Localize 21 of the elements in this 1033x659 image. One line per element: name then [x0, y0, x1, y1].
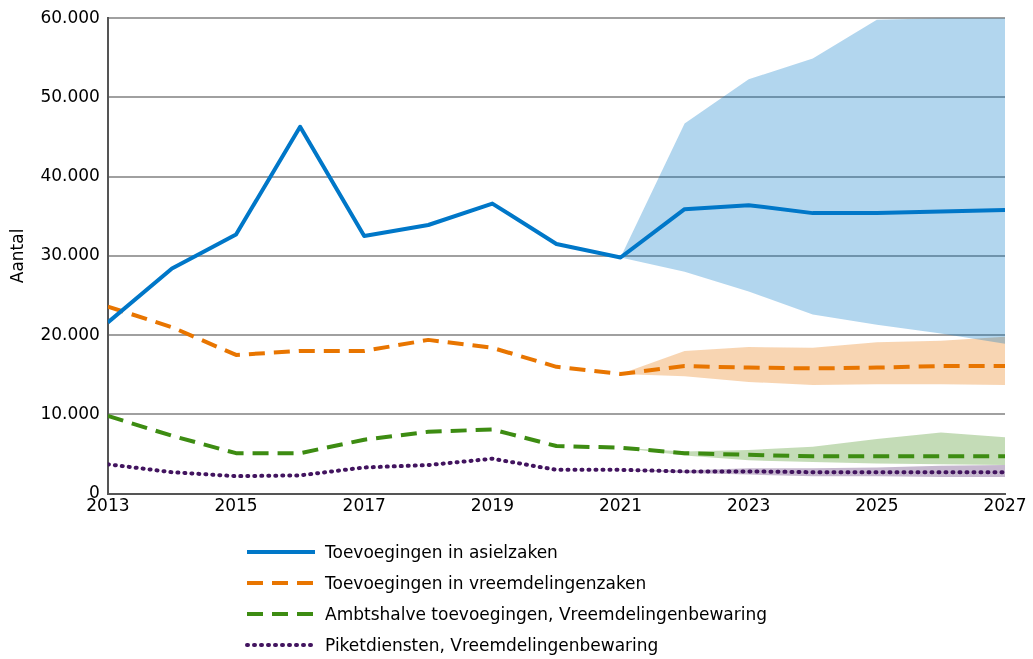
- y-tick-label: 50.000: [40, 85, 100, 106]
- y-axis-title: Aantal: [6, 228, 27, 284]
- y-tick-label: 40.000: [40, 165, 100, 186]
- line-series: [107, 413, 1005, 459]
- y-tick-label: 20.000: [40, 323, 100, 344]
- line-series: [107, 304, 1005, 376]
- legend-label: Ambtshalve toevoegingen, Vreemdelingenbewaring: [325, 603, 767, 624]
- x-tick-label: 2025: [855, 495, 899, 516]
- y-tick-label: 10.000: [40, 402, 100, 423]
- line-series: [107, 456, 1005, 479]
- x-tick-label: 2021: [598, 495, 643, 516]
- legend-label: Toevoegingen in vreemdelingenzaken: [325, 572, 647, 593]
- x-tick-label: 2017: [342, 495, 386, 516]
- x-tick-label: 2019: [470, 495, 514, 516]
- x-tick-label: 2023: [727, 495, 771, 516]
- y-tick-label: 60.000: [40, 6, 100, 27]
- legend-label: Piketdiensten, Vreemdelingenbewaring: [325, 634, 659, 655]
- legend-label: Toevoegingen in asielzaken: [325, 541, 558, 562]
- x-tick-label: 2015: [214, 495, 258, 516]
- y-tick-label: 30.000: [40, 244, 100, 265]
- x-tick-label: 2027: [983, 495, 1027, 516]
